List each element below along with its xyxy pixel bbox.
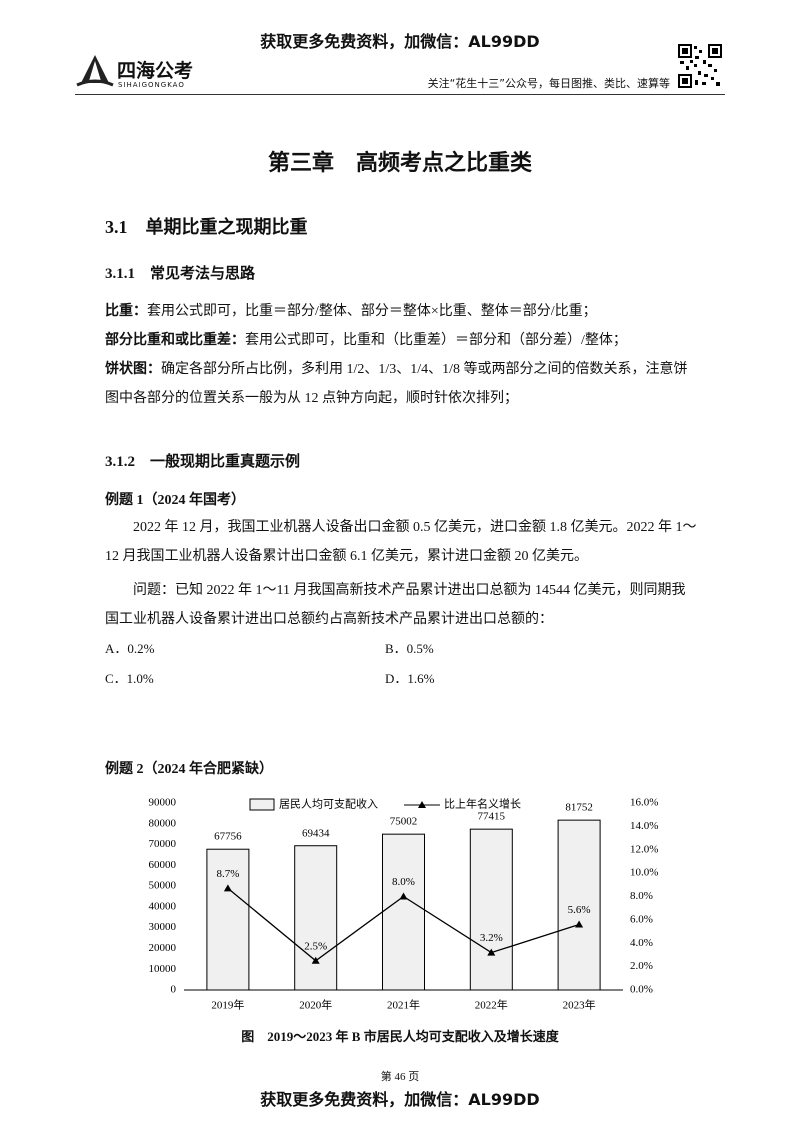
y-tick-label: 10000 bbox=[149, 963, 177, 975]
logo-subtext: SIHAIGONGKAO bbox=[118, 81, 185, 89]
line-value-label: 8.7% bbox=[216, 868, 239, 880]
method-text: 套用公式即可，比重＝部分/整体、部分＝整体×比重、整体＝部分/比重； bbox=[147, 304, 597, 319]
logo-icon bbox=[76, 55, 114, 87]
line-marker bbox=[487, 948, 496, 956]
option: A．0.2% bbox=[105, 641, 155, 656]
x-tick-label: 2020年 bbox=[299, 998, 332, 1012]
line-value-label: 5.6% bbox=[568, 904, 591, 916]
legend-label: 比上年名义增长 bbox=[444, 797, 521, 811]
legend-swatch bbox=[418, 801, 426, 808]
bar bbox=[206, 848, 250, 991]
y2-tick-label: 2.0% bbox=[630, 960, 653, 972]
y-tick-label: 80000 bbox=[149, 817, 177, 829]
notice: 关注“花生十三”公众号，每日图推、类比、速算等 bbox=[427, 77, 670, 90]
line-marker bbox=[223, 884, 232, 892]
y-tick-label: 90000 bbox=[149, 797, 177, 809]
subsection-title: 3.1.1 常见考法与思路 bbox=[105, 266, 256, 282]
option: B．0.5% bbox=[385, 641, 434, 656]
paragraph: 2022 年 12 月，我国工业机器人设备出口金额 0.5 亿美元，进口金额 1… bbox=[105, 520, 697, 564]
paragraph: 问题：已知 2022 年 1～11 月我国高新技术产品累计进出口总额为 1454… bbox=[105, 583, 686, 627]
y-tick-label: 20000 bbox=[149, 942, 177, 954]
section-title: 3.1 单期比重之现期比重 bbox=[105, 217, 308, 237]
method-label: 比重： bbox=[105, 304, 147, 319]
top-banner: 获取更多免费资料，加微信：AL99DD bbox=[260, 32, 540, 51]
y-tick-label: 30000 bbox=[149, 921, 177, 933]
x-tick-label: 2019年 bbox=[211, 998, 244, 1012]
qr-code bbox=[678, 44, 722, 88]
y2-tick-label: 0.0% bbox=[630, 984, 653, 996]
line-marker bbox=[575, 920, 584, 928]
legend-label: 居民人均可支配收入 bbox=[279, 797, 378, 811]
chapter-title: 第三章 高频考点之比重类 bbox=[267, 150, 532, 175]
page-number: 第 46 页 bbox=[380, 1071, 420, 1083]
bar bbox=[469, 828, 513, 991]
chart-caption: 图 2019～2023 年 B 市居民人均可支配收入及增长速度 bbox=[241, 1029, 559, 1044]
line-marker bbox=[311, 956, 320, 964]
bar-value-label: 67756 bbox=[214, 831, 242, 843]
y-tick-label: 70000 bbox=[149, 838, 177, 850]
line-value-label: 8.0% bbox=[392, 876, 415, 888]
method-label: 部分比重和或比重差： bbox=[105, 333, 245, 348]
bar bbox=[557, 819, 601, 991]
bar bbox=[382, 833, 425, 991]
y2-tick-label: 16.0% bbox=[630, 797, 658, 809]
y-tick-label: 60000 bbox=[149, 859, 177, 871]
x-tick-label: 2021年 bbox=[387, 998, 420, 1012]
bar-value-label: 69434 bbox=[302, 827, 330, 839]
example-title: 例题 2（2024 年合肥紧缺） bbox=[105, 762, 273, 777]
method-item: 比重：套用公式即可，比重＝部分/整体、部分＝整体×比重、整体＝部分/比重； bbox=[105, 297, 697, 326]
y2-tick-label: 6.0% bbox=[630, 913, 653, 925]
legend-swatch bbox=[249, 798, 275, 811]
x-tick-label: 2022年 bbox=[475, 998, 508, 1012]
logo-text: 四海公考 bbox=[117, 60, 194, 82]
y-tick-label: 40000 bbox=[149, 900, 177, 912]
line-value-label: 2.5% bbox=[304, 940, 327, 952]
bottom-banner: 获取更多免费资料，加微信：AL99DD bbox=[260, 1090, 540, 1109]
line-marker bbox=[399, 892, 408, 900]
option: D．1.6% bbox=[385, 671, 435, 686]
method-label: 饼状图： bbox=[105, 362, 161, 377]
y-tick-label: 50000 bbox=[149, 880, 177, 892]
method-list: 比重：套用公式即可，比重＝部分/整体、部分＝整体×比重、整体＝部分/比重； 部分… bbox=[105, 297, 697, 413]
option: C．1.0% bbox=[105, 671, 154, 686]
y2-tick-label: 14.0% bbox=[630, 820, 658, 832]
method-item: 部分比重和或比重差：套用公式即可，比重和（比重差）＝部分和（部分差）/整体； bbox=[105, 326, 697, 355]
subsection-title: 3.1.2 一般现期比重真题示例 bbox=[105, 454, 301, 470]
bar-value-label: 75002 bbox=[390, 816, 418, 828]
method-text: 确定各部分所占比例，多利用 1/2、1/3、1/4、1/8 等或两部分之间的倍数… bbox=[105, 362, 688, 406]
bar bbox=[294, 845, 338, 991]
header-rule bbox=[75, 94, 725, 95]
y2-tick-label: 12.0% bbox=[630, 843, 658, 855]
line-value-label: 3.2% bbox=[480, 932, 503, 944]
x-tick-label: 2023年 bbox=[563, 998, 596, 1012]
y2-tick-label: 8.0% bbox=[630, 890, 653, 902]
method-item: 饼状图：确定各部分所占比例，多利用 1/2、1/3、1/4、1/8 等或两部分之… bbox=[105, 355, 697, 413]
y2-tick-label: 10.0% bbox=[630, 867, 658, 879]
y2-tick-label: 4.0% bbox=[630, 937, 653, 949]
chart: 0 10000 20000 30000 40000 50000 60000 70000 8000… bbox=[149, 797, 659, 1012]
method-text: 套用公式即可，比重和（比重差）＝部分和（部分差）/整体； bbox=[245, 333, 627, 348]
bar-value-label: 81752 bbox=[565, 802, 593, 814]
example-title: 例题 1（2024 年国考） bbox=[105, 493, 245, 508]
bar-value-label: 77415 bbox=[478, 811, 506, 823]
y-tick-label: 0 bbox=[171, 984, 177, 996]
